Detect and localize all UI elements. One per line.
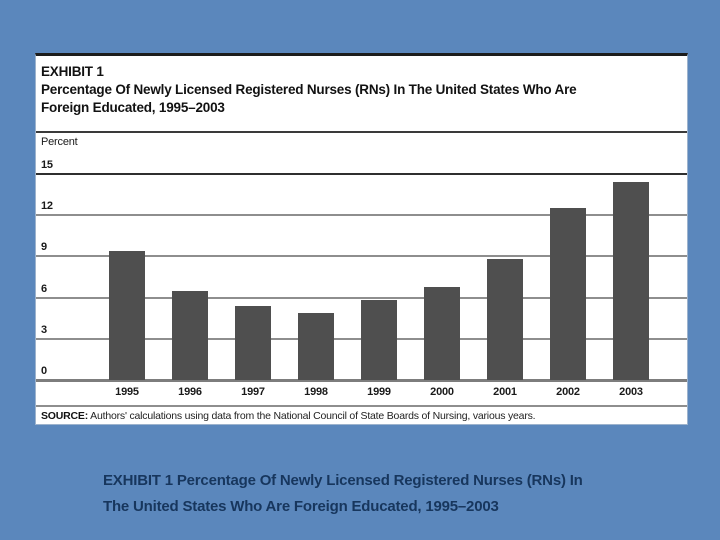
bar-2002 xyxy=(550,208,586,380)
bar-1995 xyxy=(109,250,145,380)
source-divider xyxy=(36,405,687,407)
x-tick-label-1998: 1998 xyxy=(304,386,328,398)
bar-1999 xyxy=(361,300,397,380)
exhibit-label: EXHIBIT 1 xyxy=(41,64,104,79)
y-tick-label-0: 0 xyxy=(41,365,47,377)
exhibit-panel: EXHIBIT 1 Percentage Of Newly Licensed R… xyxy=(35,53,688,425)
source-text: Authors' calculations using data from th… xyxy=(88,410,536,422)
slide-caption-line1: EXHIBIT 1 Percentage Of Newly Licensed R… xyxy=(103,472,583,489)
bar-2003 xyxy=(613,182,649,380)
gridline-9 xyxy=(36,255,687,258)
x-tick-label-1999: 1999 xyxy=(367,386,391,398)
source-note: SOURCE: Authors' calculations using data… xyxy=(41,410,683,422)
slide-caption-line2: The United States Who Are Foreign Educat… xyxy=(103,498,499,515)
x-tick-label-2003: 2003 xyxy=(619,386,643,398)
exhibit-title-line1: Percentage Of Newly Licensed Registered … xyxy=(41,82,577,97)
y-tick-label-15: 15 xyxy=(41,159,53,171)
gridline-15 xyxy=(36,173,687,175)
slide-caption: EXHIBIT 1 Percentage Of Newly Licensed R… xyxy=(103,468,583,520)
bar-1998 xyxy=(298,312,334,380)
bar-2001 xyxy=(487,259,523,380)
x-tick-label-2001: 2001 xyxy=(493,386,517,398)
gridline-0 xyxy=(36,379,687,382)
x-tick-label-2000: 2000 xyxy=(430,386,454,398)
y-tick-label-6: 6 xyxy=(41,282,47,295)
x-tick-label-1996: 1996 xyxy=(178,386,202,398)
exhibit-title-line2: Foreign Educated, 1995–2003 xyxy=(41,100,225,115)
x-tick-label-1995: 1995 xyxy=(115,386,139,398)
bar-1997 xyxy=(235,305,271,380)
source-label: SOURCE: xyxy=(41,410,89,422)
gridline-12 xyxy=(36,214,687,217)
y-tick-label-3: 3 xyxy=(41,323,47,336)
x-tick-label-2002: 2002 xyxy=(556,386,580,398)
exhibit-header: EXHIBIT 1 Percentage Of Newly Licensed R… xyxy=(36,56,687,133)
gridline-6 xyxy=(36,296,687,299)
bar-chart-plot-area: 0 3 6 9 12 15 xyxy=(36,159,687,382)
x-tick-label-1997: 1997 xyxy=(241,386,265,398)
y-tick-label-12: 12 xyxy=(41,200,53,213)
y-tick-label-9: 9 xyxy=(41,241,47,254)
bar-2000 xyxy=(424,286,460,380)
bar-1996 xyxy=(172,290,208,380)
y-axis-unit-label: Percent xyxy=(41,136,78,148)
x-axis-labels: 1995 1996 1997 1998 1999 2000 2001 2002 2003 xyxy=(36,386,687,402)
